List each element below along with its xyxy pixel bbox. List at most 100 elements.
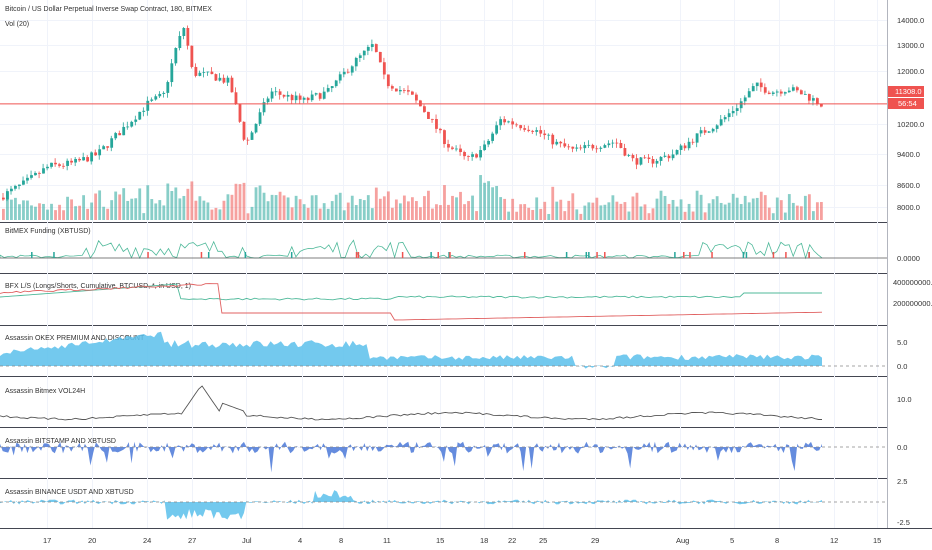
candle-body <box>118 133 122 136</box>
volume-bar <box>90 202 94 220</box>
volume-bar <box>587 202 591 220</box>
volume-bar <box>643 204 647 220</box>
okex-area <box>0 331 822 369</box>
candle-body <box>579 147 583 149</box>
candle-body <box>142 110 146 112</box>
candle-body <box>178 36 182 49</box>
candle-body <box>599 147 603 149</box>
candle-body <box>42 168 45 174</box>
price-scale-area[interactable] <box>887 0 932 550</box>
volume-bar <box>26 200 29 220</box>
funding-mark <box>290 252 293 258</box>
volume-bar <box>214 207 218 220</box>
candle-body <box>54 162 57 165</box>
volume-bar <box>102 206 106 220</box>
volume-bar <box>18 204 21 220</box>
volume-bar <box>286 197 290 220</box>
candle-body <box>639 157 643 165</box>
volume-bar <box>727 202 731 220</box>
volume-bar <box>42 203 45 220</box>
funding-mark <box>437 252 439 258</box>
volume-bar <box>599 205 603 220</box>
candle-body <box>447 144 450 148</box>
candle-body <box>795 87 799 91</box>
candle-body <box>346 71 350 73</box>
volume-bar <box>174 187 178 220</box>
volume-bar <box>755 197 759 220</box>
volume-bar <box>555 201 559 220</box>
volume-bar <box>683 211 687 220</box>
volume-bar <box>46 209 49 220</box>
volume-bar <box>62 210 65 220</box>
candle-body <box>679 145 683 150</box>
volume-bar <box>819 201 823 220</box>
time-axis[interactable]: 17 20 24 27 Jul 4 8 11 15 18 22 25 29 Aug 5 8 12 15 <box>43 536 881 545</box>
candle-body <box>455 148 458 150</box>
candle-body <box>306 97 310 101</box>
time-tick: 22 <box>508 536 516 545</box>
time-tick: 18 <box>480 536 488 545</box>
candle-body <box>266 98 270 103</box>
candle-body <box>78 158 81 161</box>
volume-bar <box>306 207 310 220</box>
funding-mark <box>585 252 588 258</box>
candle-body <box>427 111 430 119</box>
candle-body <box>483 144 486 151</box>
candle-body <box>499 119 503 126</box>
funding-mark <box>200 252 203 258</box>
volume-bar <box>302 204 306 220</box>
candle-body <box>707 131 711 133</box>
volume-bar <box>150 199 154 220</box>
candle-body <box>431 118 434 120</box>
time-tick: 17 <box>43 536 51 545</box>
volume-bar <box>390 207 394 220</box>
candle-body <box>66 160 69 166</box>
volume-bar <box>627 211 631 220</box>
candle-body <box>58 164 61 166</box>
funding-mark <box>355 252 358 258</box>
candle-body <box>398 89 402 92</box>
candle-body <box>406 90 410 92</box>
candle-body <box>747 91 751 98</box>
volume-bar <box>146 185 150 220</box>
candle-body <box>98 149 102 156</box>
candle-body <box>410 91 414 95</box>
candle-body <box>607 143 611 146</box>
time-tick: 15 <box>873 536 881 545</box>
candle-body <box>687 141 691 149</box>
candle-body <box>350 66 354 73</box>
candle-body <box>38 172 41 174</box>
candle-body <box>779 91 783 94</box>
candle-body <box>302 97 306 100</box>
volume-bar <box>631 196 635 220</box>
candle-body <box>298 95 302 100</box>
volume-bar <box>739 204 743 220</box>
candle-body <box>274 91 278 93</box>
volume-bar <box>278 191 282 220</box>
price-ticks: 14000.0 13000.0 12000.0 10200.0 9400.0 8… <box>897 16 924 212</box>
candle-body <box>114 133 118 139</box>
candle-body <box>787 90 791 93</box>
volume-bar <box>447 204 450 220</box>
candle-body <box>150 99 154 101</box>
candle-body <box>531 130 535 132</box>
bar-countdown: 56:54 <box>898 99 917 108</box>
volume-bar <box>751 198 755 220</box>
funding-mark <box>430 252 432 258</box>
volume-bar <box>767 207 771 220</box>
candle-body <box>415 94 418 101</box>
volume-bar <box>651 208 655 220</box>
candle-body <box>715 125 719 129</box>
binance-pane-title: Assassin BINANCE USDT AND XBTUSD <box>5 489 134 496</box>
candle-body <box>471 154 474 157</box>
volume-bar <box>14 197 17 220</box>
candle-body <box>198 72 202 76</box>
time-tick: 20 <box>88 536 96 545</box>
funding-mark <box>785 252 787 258</box>
volume-bar <box>711 199 715 220</box>
candle-body <box>595 148 599 150</box>
candle-body <box>270 91 274 99</box>
volume-bar <box>282 195 286 220</box>
volume-bar <box>246 213 250 220</box>
candle-body <box>278 91 282 95</box>
